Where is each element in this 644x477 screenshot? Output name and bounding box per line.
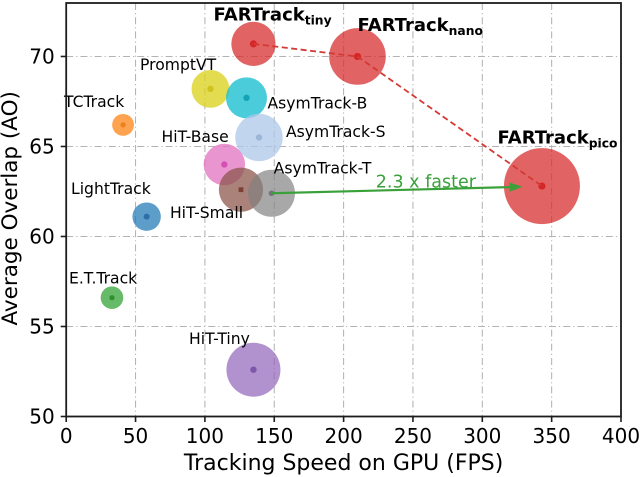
- speedup-annotation-text: 2.3 x faster: [376, 173, 477, 193]
- point-label-fartrack-pico: FARTrackpico: [498, 127, 618, 150]
- y-tick-label-50: 50: [29, 405, 54, 429]
- point-label-main-fartrack-nano: FARTrack: [357, 15, 449, 36]
- bubble-promptvt: [191, 69, 230, 108]
- point-label-e.t.track: E.T.Track: [69, 269, 137, 287]
- x-tick-label-200: 200: [325, 424, 363, 448]
- point-label-tctrack: TCTrack: [63, 93, 124, 111]
- point-label-asymtrack-s: AsymTrack-S: [286, 123, 386, 141]
- bubble-e.t.track: [100, 286, 124, 309]
- point-label-hit-tiny: HiT-Tiny: [189, 330, 250, 348]
- y-axis-label: Average Overlap (AO): [0, 91, 23, 325]
- speedup-arrow-line: [271, 185, 519, 195]
- bubble-tctrack: [112, 113, 134, 136]
- point-labels: PromptVT AsymTrack-B AsymTrack-S HiT-Base Hi…: [63, 4, 618, 348]
- bubble-center-marker-lighttrack: [143, 213, 150, 220]
- y-tick-label-70: 70: [29, 45, 54, 69]
- y-tick-label-55: 55: [29, 315, 54, 339]
- bubble-center-marker-asymtrack-s: [255, 134, 263, 141]
- bubble-center-marker-hit-base: [221, 161, 228, 168]
- point-label-main-fartrack-tiny: FARTrack: [214, 4, 306, 25]
- point-label-promptvt: PromptVT: [140, 56, 217, 74]
- bubble-center-marker-tctrack: [120, 122, 126, 128]
- x-tick-label-50: 50: [123, 424, 148, 448]
- x-tick-label-300: 300: [463, 424, 501, 448]
- x-tick-label-350: 350: [533, 424, 571, 448]
- bubbles: [100, 21, 580, 397]
- y-tick-label-65: 65: [29, 135, 54, 159]
- x-tick-label-150: 150: [255, 424, 293, 448]
- point-label-lighttrack: LightTrack: [71, 180, 151, 198]
- x-axis-label: Tracking Speed on GPU (FPS): [183, 451, 503, 476]
- point-label-fartrack-tiny: FARTracktiny: [214, 4, 332, 27]
- point-label-sub-fartrack-pico: pico: [589, 137, 618, 151]
- point-label-asymtrack-t: AsymTrack-T: [274, 159, 372, 177]
- x-tick-label-100: 100: [186, 424, 224, 448]
- x-tick-label-250: 250: [394, 424, 432, 448]
- point-label-asymtrack-b: AsymTrack-B: [268, 94, 368, 112]
- x-tick-label-400: 400: [602, 424, 640, 448]
- point-label-hit-base: HiT-Base: [162, 128, 229, 146]
- bubble-center-marker-promptvt: [207, 85, 214, 93]
- bubble-lighttrack: [132, 202, 161, 231]
- point-label-hit-small: HiT-Small: [170, 204, 243, 222]
- bubble-center-marker-hit-tiny: [250, 366, 257, 373]
- point-label-fartrack-nano: FARTracknano: [357, 15, 482, 38]
- bubble-center-marker-e.t.track: [109, 295, 115, 301]
- point-label-sub-fartrack-tiny: tiny: [305, 14, 332, 28]
- bubble-hit-tiny: [226, 342, 281, 397]
- y-tick-label-60: 60: [29, 225, 54, 249]
- point-label-sub-fartrack-nano: nano: [449, 24, 483, 38]
- x-tick-label-0: 0: [60, 424, 73, 448]
- bubble-asymtrack-b: [226, 77, 268, 119]
- bubble-center-marker-hit-small: [238, 187, 244, 193]
- speedup-annotation: 2.3 x faster: [271, 173, 523, 195]
- point-label-main-fartrack-pico: FARTrack: [498, 127, 590, 148]
- speedup-arrow-head: [509, 182, 523, 192]
- bubble-asymtrack-s: [235, 113, 283, 162]
- fartrack-family-connector: [253, 42, 543, 187]
- bubble-center-marker-asymtrack-b: [243, 94, 250, 102]
